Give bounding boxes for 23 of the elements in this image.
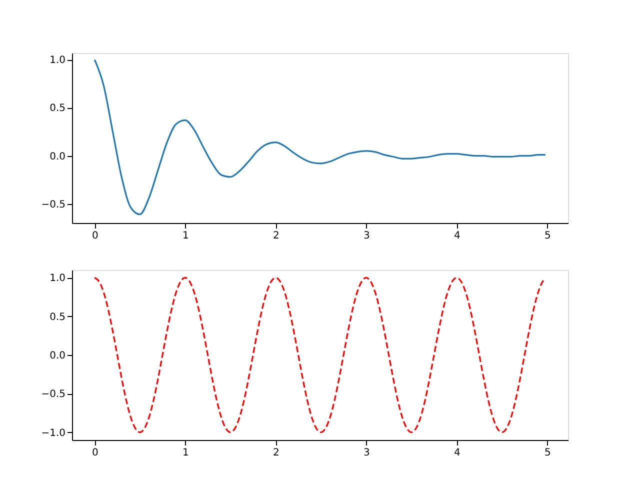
y-tick-label: 0.0 — [50, 151, 66, 162]
y-tick-label: 0.0 — [50, 350, 66, 362]
y-tick-label: −0.5 — [41, 199, 66, 210]
x-tick-label: 1 — [182, 230, 189, 242]
x-tick-label: 4 — [454, 448, 460, 458]
y-tick-label: −0.5 — [41, 389, 66, 400]
y-tick-label: −1.0 — [41, 428, 66, 439]
line-series — [94, 58, 546, 216]
x-tick-label: 0 — [92, 448, 98, 458]
x-tick-label: 2 — [272, 448, 280, 458]
y-tick-label: 0.5 — [50, 312, 66, 323]
y-tick-label: 1.0 — [50, 273, 66, 284]
line-series — [94, 276, 546, 434]
x-tick-label: 3 — [363, 448, 370, 458]
y-tick-label: 0.5 — [50, 103, 66, 114]
x-tick-label: 1 — [182, 448, 189, 458]
x-tick-label: 5 — [544, 448, 551, 458]
x-tick-label: 2 — [272, 230, 280, 242]
y-tick-label: 1.0 — [50, 55, 66, 66]
x-tick-label: 0 — [92, 230, 98, 242]
x-tick-label: 3 — [363, 230, 370, 242]
x-tick-label: 5 — [544, 230, 551, 242]
x-tick-label: 4 — [454, 230, 460, 242]
